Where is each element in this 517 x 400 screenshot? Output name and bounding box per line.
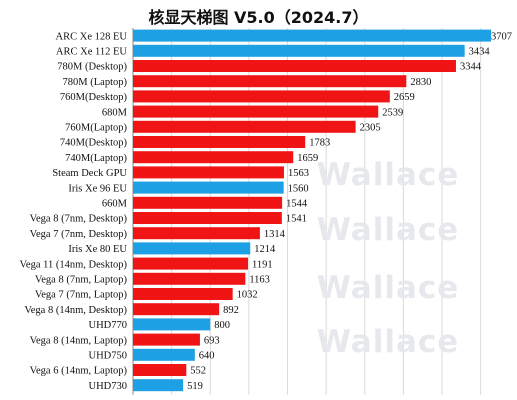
value-label: 3707 xyxy=(491,31,512,42)
value-label: 800 xyxy=(214,320,230,331)
value-label: 2305 xyxy=(360,123,381,134)
value-label: 519 xyxy=(187,381,203,392)
bar xyxy=(133,288,233,300)
bar xyxy=(133,257,249,270)
bar xyxy=(133,379,184,392)
value-label: 1560 xyxy=(288,183,309,194)
chart-title: 核显天梯图 V5.0（2024.7） xyxy=(148,8,369,27)
bar xyxy=(133,196,283,209)
bar xyxy=(133,348,195,361)
category-label: Iris Xe 96 EU xyxy=(68,183,127,194)
watermark: Wallace xyxy=(317,270,460,306)
value-label: 2659 xyxy=(394,92,415,103)
bar xyxy=(133,333,200,346)
watermark: Wallace xyxy=(317,324,460,360)
value-label: 1191 xyxy=(252,259,273,270)
bar xyxy=(133,272,246,285)
value-label: 1314 xyxy=(264,229,286,240)
category-label: UHD770 xyxy=(89,320,128,331)
category-label: UHD730 xyxy=(89,381,128,392)
value-label: 1032 xyxy=(237,290,258,301)
category-label: Vega 11 (14nm, Desktop) xyxy=(19,259,127,270)
category-label: Vega 6 (14nm, Laptop) xyxy=(30,366,128,377)
category-label: Steam Deck GPU xyxy=(52,168,127,179)
category-label: Vega 8 (7nm, Desktop) xyxy=(30,214,128,225)
bar xyxy=(133,242,251,255)
category-label: Vega 8 (14nm, Desktop) xyxy=(24,305,127,316)
bar xyxy=(133,90,390,103)
category-label: 780M (Desktop) xyxy=(57,62,127,73)
value-label: 2830 xyxy=(410,77,431,88)
value-label: 1163 xyxy=(249,275,270,286)
category-label: 760M(Laptop) xyxy=(65,123,127,134)
category-label: Vega 7 (7nm, Laptop) xyxy=(35,290,128,301)
category-label: 740M(Desktop) xyxy=(60,138,128,149)
value-label: 640 xyxy=(199,351,215,362)
bar xyxy=(133,60,456,72)
value-label: 892 xyxy=(223,305,239,316)
bar xyxy=(133,181,284,194)
category-label: Iris Xe 80 EU xyxy=(68,244,127,255)
category-label: ARC Xe 112 EU xyxy=(56,47,127,58)
bar xyxy=(133,166,284,179)
bar xyxy=(133,303,220,316)
value-label: 1541 xyxy=(286,214,307,225)
watermark: Wallace xyxy=(317,212,460,248)
bar xyxy=(133,29,492,42)
bar xyxy=(133,212,282,224)
bar xyxy=(133,318,211,331)
value-label: 552 xyxy=(190,366,206,377)
bar xyxy=(133,44,465,57)
category-label: Vega 8 (14nm, Laptop) xyxy=(30,335,128,346)
category-label: 660M xyxy=(102,199,128,210)
value-label: 1563 xyxy=(288,168,309,179)
value-label: 693 xyxy=(204,335,220,346)
value-label: 1783 xyxy=(309,138,330,149)
category-label: 760M(Desktop) xyxy=(60,92,128,103)
bar xyxy=(133,227,260,240)
category-label: 680M xyxy=(102,107,128,118)
bar xyxy=(133,151,294,164)
category-label: Vega 7 (7nm, Desktop) xyxy=(30,229,128,240)
value-label: 1544 xyxy=(286,199,308,210)
category-label: Vega 8 (7nm, Laptop) xyxy=(35,275,128,286)
watermark: Wallace xyxy=(317,157,460,193)
bar xyxy=(133,75,407,88)
category-label: 780M (Laptop) xyxy=(63,77,128,88)
bar xyxy=(133,105,379,118)
value-label: 3344 xyxy=(460,62,482,73)
bar xyxy=(133,364,187,376)
value-label: 2539 xyxy=(382,107,403,118)
category-label: 740M(Laptop) xyxy=(65,153,127,164)
value-label: 1214 xyxy=(254,244,276,255)
value-label: 3434 xyxy=(469,47,491,58)
category-label: UHD750 xyxy=(89,351,128,362)
bar xyxy=(133,120,356,133)
bar xyxy=(133,136,306,148)
value-label: 1659 xyxy=(297,153,318,164)
category-label: ARC Xe 128 EU xyxy=(56,31,128,42)
